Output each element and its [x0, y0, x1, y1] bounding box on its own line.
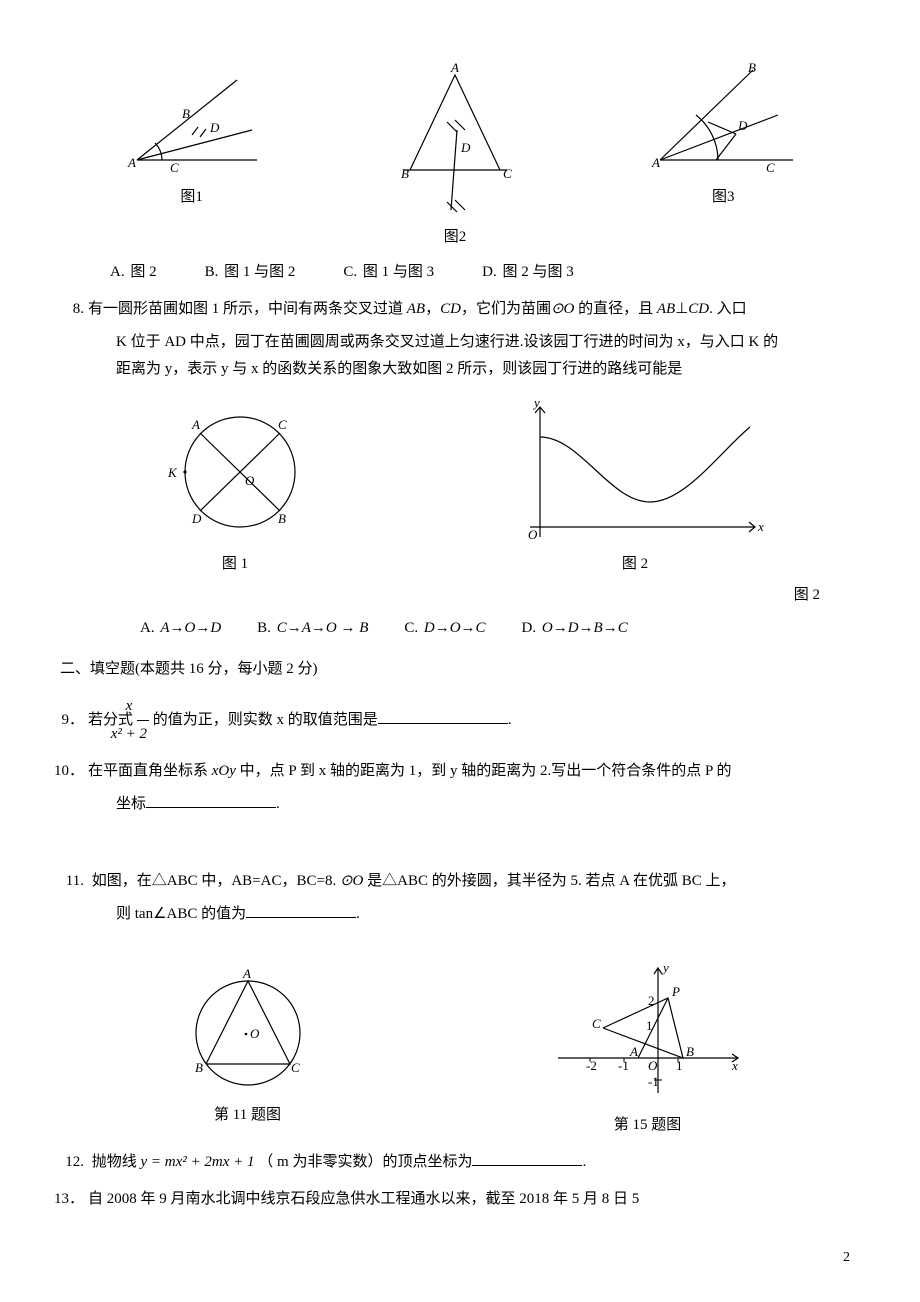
q11-num: 11. [60, 868, 84, 895]
q15-fig-svg: -2 -1 1 O -1 2 1 x y C P B A [548, 958, 748, 1108]
svg-text:D: D [209, 120, 220, 135]
q9-blank [378, 708, 508, 724]
q10-num: 10． [60, 758, 84, 785]
svg-text:O: O [528, 527, 538, 542]
q8-num: 8. [60, 296, 84, 323]
q8-fig2-svg: O x y [500, 397, 770, 547]
q13-text: 自 2008 年 9 月南水北调中线京石段应急供水工程通水以来，截至 2018 … [88, 1191, 639, 1207]
q8-line-y: 距离为 y，表示 y 与 x 的函数关系的图象大致如图 2 所示，则该园丁行进的… [116, 356, 860, 383]
svg-text:B: B [401, 166, 409, 181]
q12-eq: y = mx² + 2mx + 1 [141, 1154, 255, 1170]
svg-text:C: C [503, 166, 512, 181]
q8-line-k: K 位于 AD 中点，园丁在苗圃圆周或两条交叉过道上匀速行进.设该园丁行进的时间… [116, 329, 860, 356]
svg-text:P: P [671, 984, 680, 999]
svg-text:-1: -1 [618, 1058, 629, 1073]
q7-opt-d: 图 2 与图 3 [503, 264, 574, 280]
q8-opt-c: D→O→C [424, 620, 486, 636]
q11-fig-svg: A B C O [173, 958, 323, 1098]
svg-text:D: D [191, 511, 202, 526]
q9-frac-den: x² + 2 [137, 721, 149, 748]
q13-num: 13． [60, 1186, 84, 1213]
q8-fig-right-label: 图 2 [60, 582, 860, 609]
q8-opt-b: C→A→O → B [277, 620, 369, 636]
q8-opt-d: O→D→B→C [542, 620, 628, 636]
q8-figures: A C K D B O 图 1 O x y [60, 397, 860, 578]
svg-text:2: 2 [648, 993, 655, 1008]
q7-opt-b: 图 1 与图 2 [224, 264, 295, 280]
svg-text:B: B [686, 1044, 694, 1059]
q7-fig1-svg: A C B D [122, 60, 262, 180]
q8-opt-a: A→O→D [160, 620, 221, 636]
q11-figures: A B C O 第 11 题图 -2 -1 1 [60, 958, 860, 1139]
q8-options: A. A→O→D B. C→A→O → B C. D→O→C D. O→D→B→… [140, 615, 860, 642]
q11-blank [246, 902, 356, 918]
svg-text:B: B [182, 106, 190, 121]
svg-text:D: D [737, 118, 748, 133]
svg-text:y: y [661, 960, 669, 975]
q7-fig3-svg: A C B D [648, 60, 798, 180]
page-number: 2 [843, 1245, 850, 1270]
svg-text:A: A [450, 60, 459, 75]
q12-blank [472, 1150, 582, 1166]
svg-text:x: x [757, 519, 764, 534]
q15-fig-caption: 第 15 题图 [548, 1112, 748, 1139]
q10: 10．在平面直角坐标系 xOy 中，点 P 到 x 轴的距离为 1，到 y 轴的… [60, 758, 860, 818]
q7-opt-a: 图 2 [130, 264, 156, 280]
svg-text:A: A [191, 417, 200, 432]
svg-text:x: x [731, 1058, 738, 1073]
svg-text:-1: -1 [648, 1074, 659, 1089]
q9-frac-num: x [137, 693, 149, 721]
svg-text:C: C [170, 160, 179, 175]
q11-fig-caption: 第 11 题图 [173, 1102, 323, 1129]
svg-text:A: A [629, 1044, 638, 1059]
q9-num: 9． [60, 707, 84, 734]
svg-text:K: K [167, 465, 178, 480]
svg-text:A: A [127, 155, 136, 170]
svg-text:D: D [460, 140, 471, 155]
svg-text:1: 1 [646, 1018, 653, 1033]
svg-text:B: B [748, 60, 756, 75]
q8: 8.有一圆形苗圃如图 1 所示，中间有两条交叉过道 AB，CD，它们为苗圃⊙O … [60, 296, 860, 383]
q12: 12. 抛物线 y = mx² + 2mx + 1 （ m 为非零实数）的顶点坐… [60, 1149, 860, 1176]
q9: 9．若分式 x x² + 2 的值为正，则实数 x 的取值范围是. [60, 693, 860, 748]
svg-text:C: C [278, 417, 287, 432]
q11: 11. 如图，在△ABC 中，AB=AC，BC=8. ⊙O 是△ABC 的外接圆… [60, 868, 860, 928]
q7-figures: A C B D 图1 A B C D 图2 [60, 60, 860, 251]
q7-fig2-caption: 图2 [385, 224, 525, 251]
q7-opt-c: 图 1 与图 3 [363, 264, 434, 280]
q8-fig1-svg: A C K D B O [150, 397, 320, 547]
q13: 13．自 2008 年 9 月南水北调中线京石段应急供水工程通水以来，截至 20… [60, 1186, 860, 1213]
svg-text:A: A [242, 966, 251, 981]
svg-text:O: O [245, 473, 255, 488]
q7-fig2-svg: A B C D [385, 60, 525, 220]
svg-text:O: O [250, 1026, 260, 1041]
q12-num: 12. [60, 1149, 84, 1176]
q7-options: A. 图 2 B. 图 1 与图 2 C. 图 1 与图 3 D. 图 2 与图… [110, 259, 860, 286]
svg-text:B: B [278, 511, 286, 526]
svg-text:C: C [291, 1060, 300, 1075]
section-2-head: 二、填空题(本题共 16 分，每小题 2 分) [60, 656, 860, 683]
svg-text:B: B [195, 1060, 203, 1075]
q8-fig2-caption: 图 2 [500, 551, 770, 578]
svg-text:C: C [592, 1016, 601, 1031]
svg-text:y: y [532, 397, 540, 410]
svg-text:O: O [648, 1058, 658, 1073]
svg-text:C: C [766, 160, 775, 175]
svg-text:A: A [651, 155, 660, 170]
q7-fig1-caption: 图1 [122, 184, 262, 211]
q7-fig3-caption: 图3 [648, 184, 798, 211]
q8-fig1-caption: 图 1 [150, 551, 320, 578]
svg-text:-2: -2 [586, 1058, 597, 1073]
q10-blank [146, 792, 276, 808]
svg-text:1: 1 [676, 1058, 683, 1073]
